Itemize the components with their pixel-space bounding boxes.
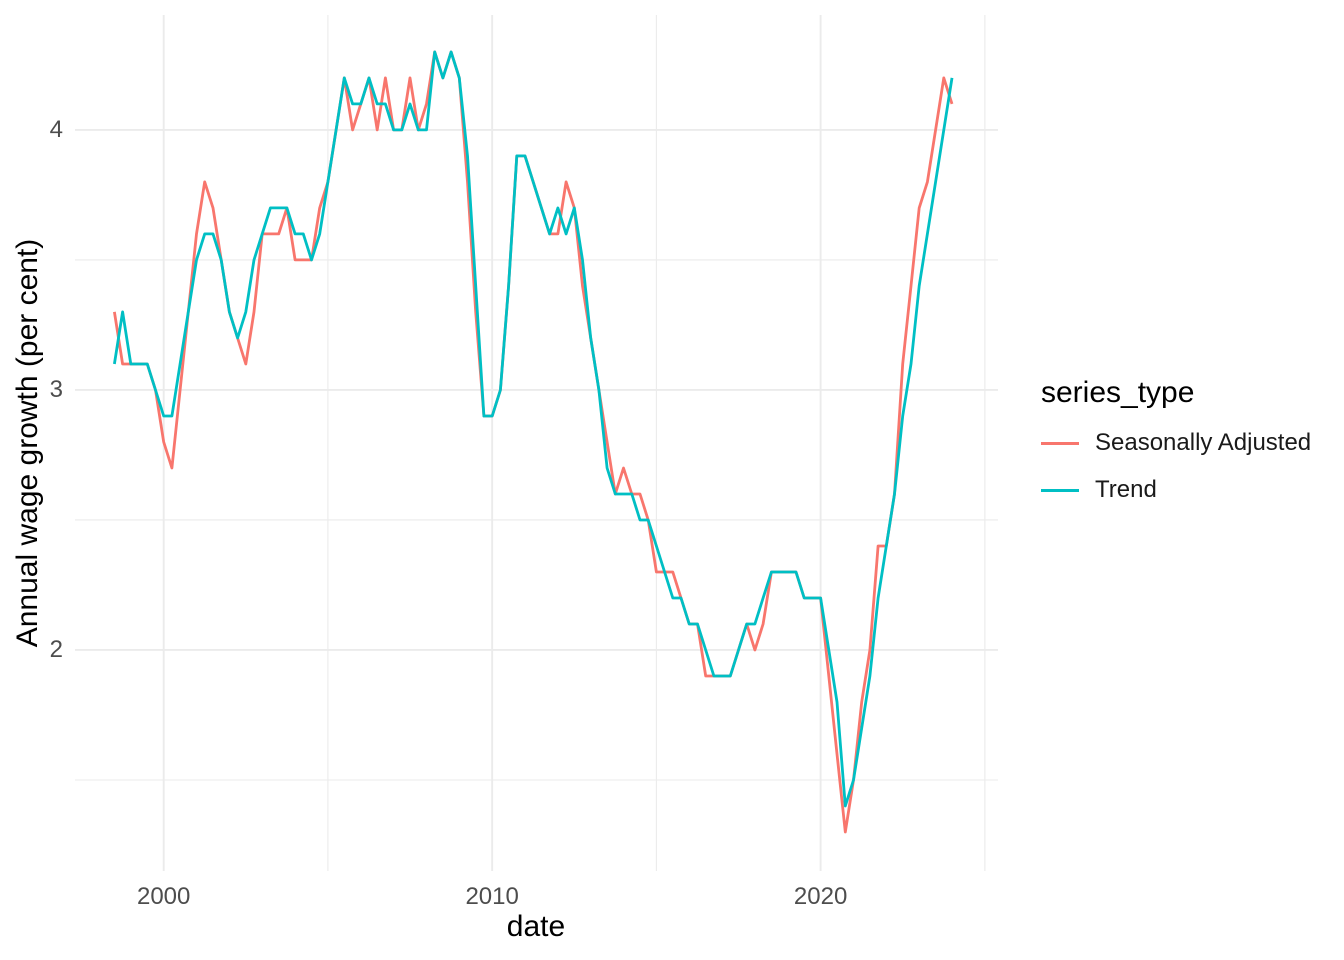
legend-entry-seasonally-adjusted: Seasonally Adjusted: [1041, 428, 1311, 458]
series-line-seasonally-adjusted: [113, 50, 954, 834]
legend-entry-trend: Trend: [1041, 475, 1311, 505]
series-line-trend: [113, 50, 954, 808]
legend-label-trend: Trend: [1095, 476, 1157, 503]
x-tick-label-2020: 2020: [793, 883, 848, 910]
x-tick-label-2010: 2010: [465, 883, 519, 910]
y-tick-label-3: 3: [49, 375, 63, 403]
gridlines-major: [75, 15, 998, 871]
y-axis-title: Annual wage growth (per cent): [11, 238, 44, 648]
x-tick-label-2000: 2000: [136, 883, 191, 910]
y-tick-label-2: 2: [49, 635, 63, 663]
x-axis-title: date: [506, 910, 566, 943]
legend-key-line-seasonally-adjusted: [1041, 441, 1079, 445]
legend-title: series_type: [1041, 376, 1195, 409]
legend: series_type Seasonally Adjusted Trend: [1041, 374, 1311, 522]
legend-key-line-trend: [1041, 488, 1079, 492]
legend-label-seasonally-adjusted: Seasonally Adjusted: [1095, 429, 1312, 456]
y-tick-label-4: 4: [49, 115, 63, 143]
